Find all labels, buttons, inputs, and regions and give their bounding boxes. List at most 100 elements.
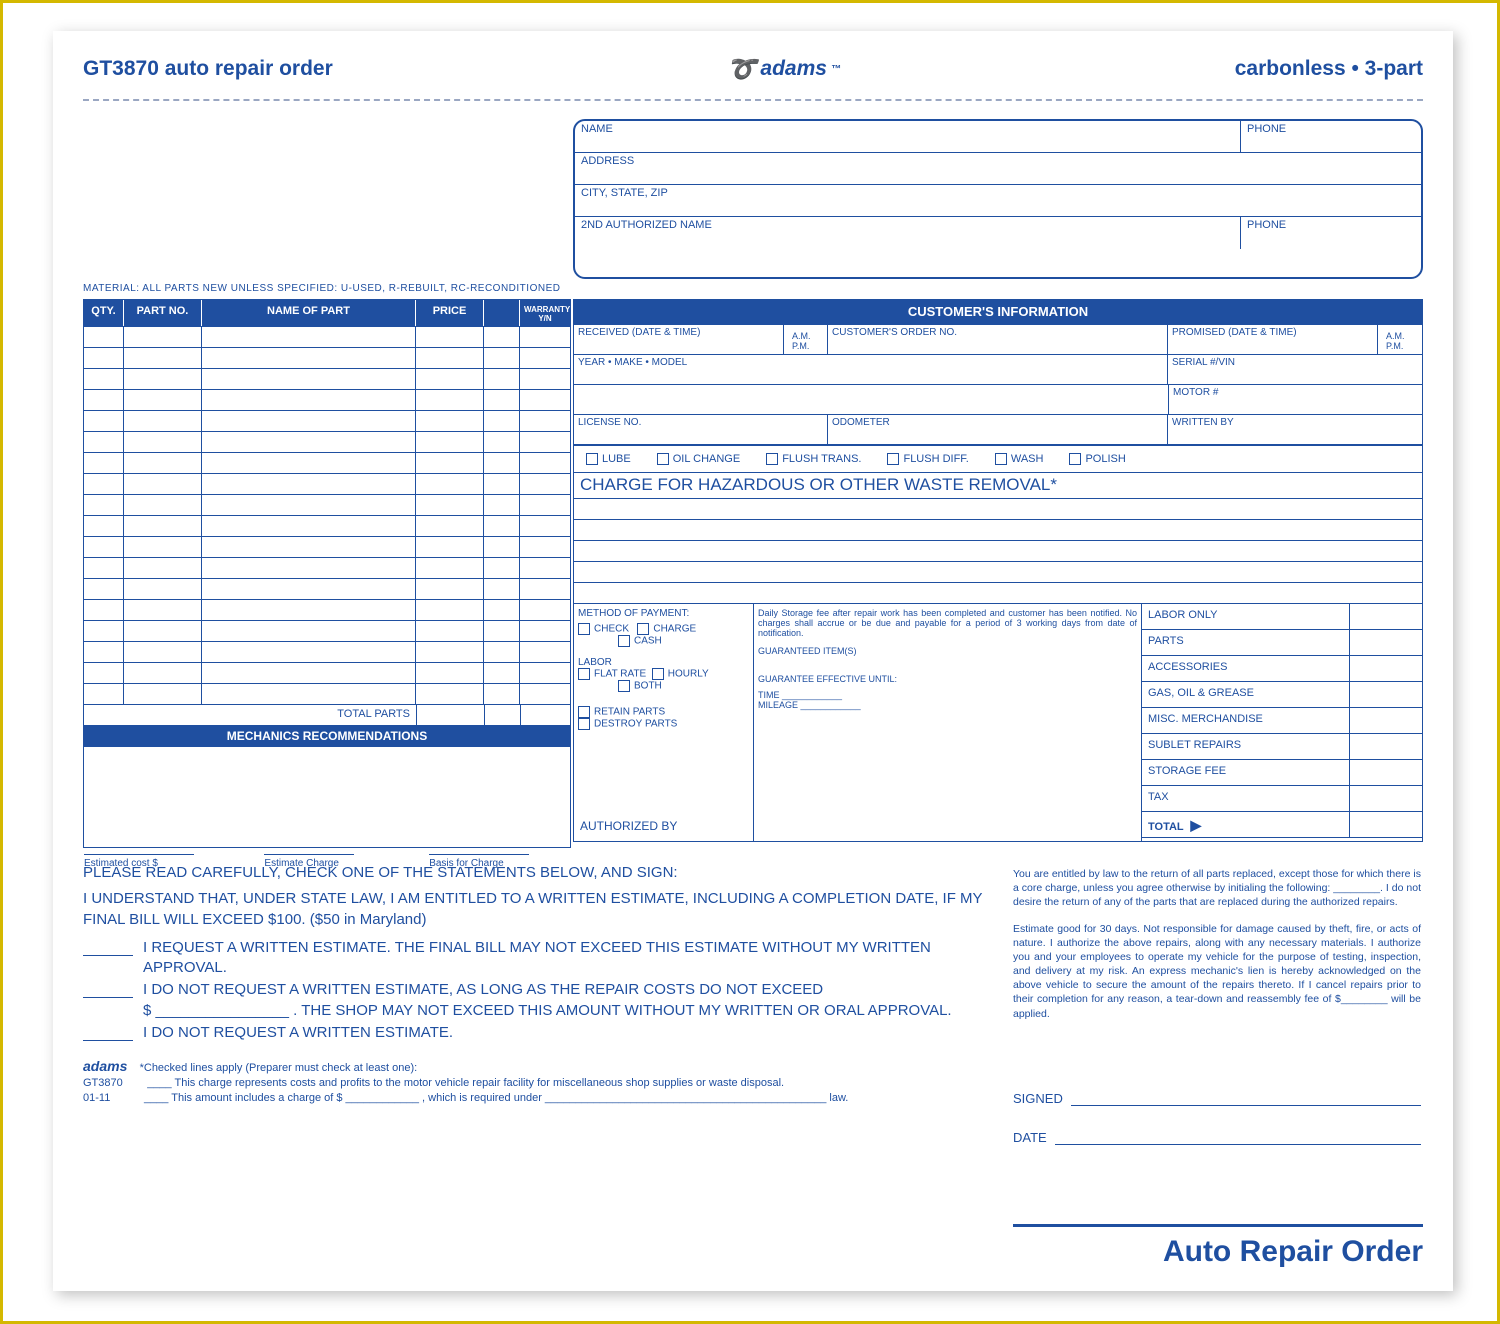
parts-row[interactable] [84,683,570,704]
parts-row[interactable] [84,641,570,662]
total-parts-label: TOTAL PARTS [84,705,416,725]
field-phone2[interactable]: PHONE [1241,217,1421,249]
payment-block: METHOD OF PAYMENT: CHECK CHARGE CASH LAB… [574,604,754,841]
field-odometer[interactable]: ODOMETER [828,415,1168,444]
legal-p1: I UNDERSTAND THAT, UNDER STATE LAW, I AM… [83,889,983,930]
rf-p2: Estimate good for 30 days. Not responsib… [1013,922,1421,1021]
opt1-check[interactable] [83,942,133,956]
parts-row[interactable] [84,410,570,431]
rf-p1: You are entitled by law to the return of… [1013,867,1421,910]
date-field[interactable] [1055,1131,1421,1145]
right-fineprint: You are entitled by law to the return of… [1013,867,1421,1033]
service-flush-diff-[interactable]: FLUSH DIFF. [887,453,968,465]
opt3-check[interactable] [83,1027,133,1041]
header-form-code: GT3870 auto repair order [83,57,333,81]
legal-opt3: I DO NOT REQUEST A WRITTEN ESTIMATE. [143,1023,453,1043]
totals-block: LABOR ONLYPARTSACCESSORIESGAS, OIL & GRE… [1142,604,1422,841]
parts-row[interactable] [84,599,570,620]
parts-row[interactable] [84,557,570,578]
parts-row[interactable] [84,494,570,515]
hourly-checkbox[interactable] [652,668,664,680]
field-promised[interactable]: PROMISED (DATE & TIME) [1168,325,1378,354]
foot-formno: GT3870 [83,1077,123,1089]
retain-checkbox[interactable] [578,706,590,718]
total-row: GAS, OIL & GREASE [1142,682,1422,708]
ampm-promised: A.M.P.M. [1378,325,1422,354]
customer-box: NAME PHONE ADDRESS CITY, STATE, ZIP 2ND … [573,119,1423,279]
guar-items: GUARANTEED ITEM(S) [758,646,1137,656]
signature-block: SIGNED DATE [1013,1091,1421,1169]
cash-checkbox[interactable] [618,635,630,647]
parts-row[interactable] [84,620,570,641]
mechanics-rec-header: MECHANICS RECOMMENDATIONS [84,725,570,747]
signed-label: SIGNED [1013,1091,1063,1106]
services-row: LUBE OIL CHANGE FLUSH TRANS. FLUSH DIFF. WAS… [573,445,1423,473]
parts-row[interactable] [84,473,570,494]
header-parttype: carbonless • 3-part [1235,57,1423,81]
total-row: PARTS [1142,630,1422,656]
field-written-by[interactable]: WRITTEN BY [1168,415,1422,444]
payment-title: METHOD OF PAYMENT: [578,608,749,619]
service-oil-change[interactable]: OIL CHANGE [657,453,740,465]
parts-row[interactable] [84,389,570,410]
parts-row[interactable] [84,368,570,389]
hazardous-lines[interactable] [573,499,1423,604]
customer-info-header: CUSTOMER'S INFORMATION [573,299,1423,325]
col-name: NAME OF PART [202,300,416,326]
charge-checkbox[interactable] [637,623,649,635]
field-order-no[interactable]: CUSTOMER'S ORDER NO. [828,325,1168,354]
field-year-make-model[interactable]: YEAR • MAKE • MODEL [574,355,1168,384]
col-warranty: WARRANTY Y/N [520,300,570,326]
flatrate-checkbox[interactable] [578,668,590,680]
total-row: TAX [1142,786,1422,812]
parts-table: QTY. PART NO. NAME OF PART PRICE WARRANT… [83,299,571,848]
check-checkbox[interactable] [578,623,590,635]
parts-row[interactable] [84,515,570,536]
opt2-check[interactable] [83,984,133,998]
service-wash[interactable]: WASH [995,453,1044,465]
field-phone[interactable]: PHONE [1241,121,1421,152]
field-motor[interactable]: MOTOR # [1168,385,1422,414]
field-received[interactable]: RECEIVED (DATE & TIME) [574,325,784,354]
parts-row[interactable] [84,578,570,599]
service-polish[interactable]: POLISH [1069,453,1125,465]
field-city-state-zip[interactable]: CITY, STATE, ZIP [575,185,1421,216]
foot-brand: adams [83,1058,127,1074]
col-price: PRICE [416,300,484,326]
field-serial[interactable]: SERIAL #/VIN [1168,355,1422,384]
form-header: GT3870 auto repair order ➰ adams ™ carbo… [83,55,1423,83]
fineprint-block: Daily Storage fee after repair work has … [754,604,1142,841]
field-address[interactable]: ADDRESS [575,153,1421,184]
service-lube[interactable]: LUBE [586,453,631,465]
authorized-by[interactable]: AUTHORIZED BY [573,814,1143,842]
field-license[interactable]: LICENSE NO. [574,415,828,444]
parts-row[interactable] [84,326,570,347]
parts-row[interactable] [84,536,570,557]
customer-info-grid: RECEIVED (DATE & TIME) A.M.P.M. CUSTOMER… [573,325,1423,445]
service-flush-trans-[interactable]: FLUSH TRANS. [766,453,861,465]
mechanics-rec-body[interactable] [84,747,570,847]
parts-row[interactable] [84,452,570,473]
destroy-checkbox[interactable] [578,718,590,730]
brand-swirl-icon: ➰ [727,55,757,84]
header-brand: ➰ adams ™ [727,55,841,84]
total-row: ACCESSORIES [1142,656,1422,682]
col-ext [484,300,520,326]
parts-row[interactable] [84,431,570,452]
signed-field[interactable] [1071,1092,1421,1106]
storage-text: Daily Storage fee after repair work has … [758,608,1137,638]
parts-row[interactable] [84,347,570,368]
legal-c2: This amount includes a charge of $ _____… [171,1092,848,1104]
total-row: LABOR ONLY [1142,604,1422,630]
branding-rule [1013,1224,1423,1227]
field-2nd-authorized[interactable]: 2ND AUTHORIZED NAME [575,217,1241,249]
parts-row[interactable] [84,662,570,683]
legal-lead: PLEASE READ CAREFULLY, CHECK ONE OF THE … [83,863,983,883]
total-row-final: TOTAL ▶ [1142,812,1422,838]
legal-opt2a: I DO NOT REQUEST A WRITTEN ESTIMATE, AS … [143,981,823,998]
parts-table-header: QTY. PART NO. NAME OF PART PRICE WARRANT… [84,300,570,326]
labor-title: LABOR [578,657,749,668]
col-qty: QTY. [84,300,124,326]
field-name[interactable]: NAME [575,121,1241,152]
both-checkbox[interactable] [618,680,630,692]
